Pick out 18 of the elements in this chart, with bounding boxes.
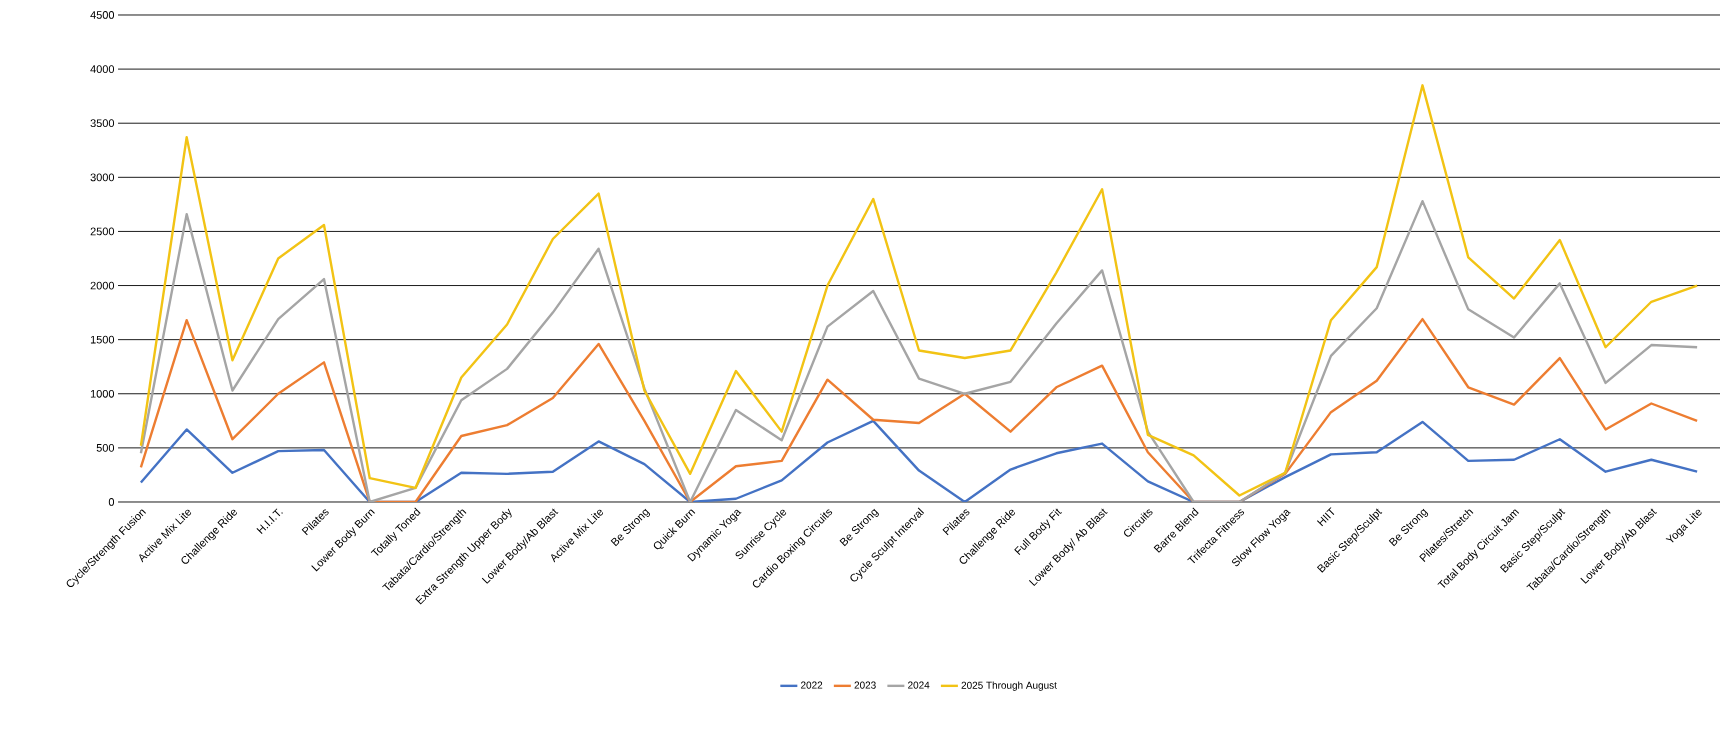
legend-label: 2025 Through August bbox=[961, 681, 1057, 691]
line-series bbox=[139, 419, 1699, 502]
y-tick-label: 2500 bbox=[90, 227, 115, 236]
legend-label: 2022 bbox=[801, 681, 823, 689]
y-tick-label: 3000 bbox=[90, 173, 115, 182]
y-tick-label: 500 bbox=[96, 444, 115, 452]
y-tick-label: 1000 bbox=[90, 389, 115, 398]
y-tick-label: 1500 bbox=[90, 335, 115, 344]
y-tick-label: 4500 bbox=[90, 11, 115, 19]
y-tick-label: 2000 bbox=[90, 281, 115, 290]
y-tick-label: 0 bbox=[108, 498, 115, 506]
line-series bbox=[139, 199, 1699, 502]
y-tick-label: 4000 bbox=[90, 65, 115, 73]
legend-label: 2024 bbox=[908, 681, 930, 689]
y-tick-label: 3500 bbox=[90, 119, 115, 128]
legend-label: 2023 bbox=[854, 681, 876, 689]
line-series bbox=[139, 317, 1699, 502]
line-series bbox=[139, 84, 1699, 497]
